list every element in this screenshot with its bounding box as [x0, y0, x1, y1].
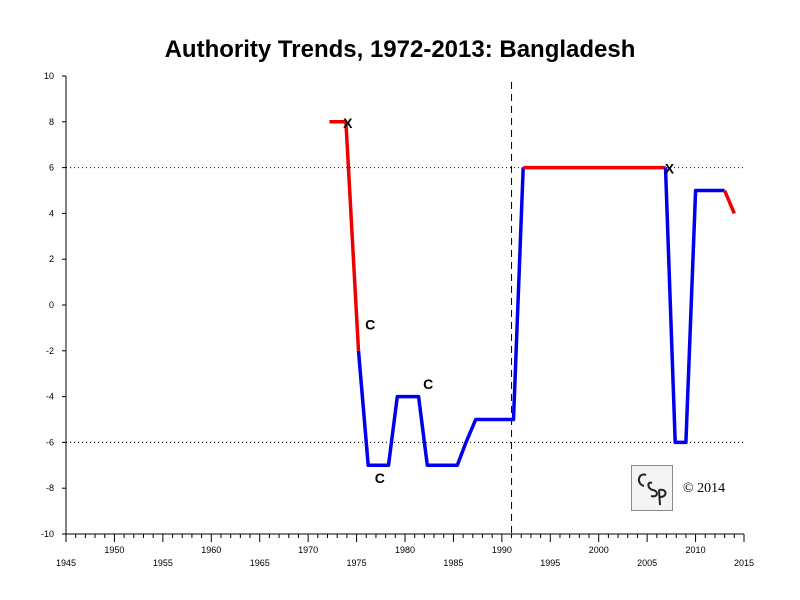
x-tick-label: 1980 — [395, 545, 415, 555]
x-tick-label: 1970 — [298, 545, 318, 555]
annotation-c: C — [365, 316, 375, 332]
y-tick-label: 2 — [49, 254, 54, 264]
transition-series-line — [722, 189, 736, 215]
y-tick-label: 6 — [49, 163, 54, 173]
polity-series-line — [356, 167, 525, 468]
x-tick-label: 1975 — [347, 558, 367, 568]
y-tick-label: -4 — [46, 392, 54, 402]
chart-title: Authority Trends, 1972-2013: Bangladesh — [164, 36, 636, 63]
x-tick-label: 1985 — [443, 558, 463, 568]
y-tick-label: 10 — [44, 71, 54, 81]
annotation-c: C — [423, 376, 433, 392]
y-tick-label: -6 — [46, 437, 54, 447]
x-tick-label: 1990 — [492, 545, 512, 555]
annotation-c: C — [375, 470, 385, 486]
csp-logo — [631, 465, 673, 511]
x-tick-label: 1950 — [104, 545, 124, 555]
y-tick-label: 8 — [49, 117, 54, 127]
transition-series-line — [344, 121, 361, 351]
x-tick-label: 1960 — [201, 545, 221, 555]
annotation-x: X — [343, 115, 353, 131]
x-tick-label: 2000 — [589, 545, 609, 555]
polity-series-line — [663, 167, 725, 445]
y-tick-label: 0 — [49, 300, 54, 310]
x-tick-label: 2015 — [734, 558, 754, 568]
copyright-text: © 2014 — [683, 481, 726, 496]
x-tick-label: 2005 — [637, 558, 657, 568]
x-tick-label: 1995 — [540, 558, 560, 568]
y-tick-label: -10 — [41, 529, 54, 539]
x-tick-label: 1945 — [56, 558, 76, 568]
x-tick-label: 2010 — [686, 545, 706, 555]
annotation-x: X — [665, 161, 675, 177]
y-tick-label: -8 — [46, 483, 54, 493]
x-tick-label: 1965 — [250, 558, 270, 568]
y-tick-label: 4 — [49, 208, 54, 218]
x-tick-label: 1955 — [153, 558, 173, 568]
y-tick-label: -2 — [46, 346, 54, 356]
csp-logo-mark — [638, 473, 667, 506]
